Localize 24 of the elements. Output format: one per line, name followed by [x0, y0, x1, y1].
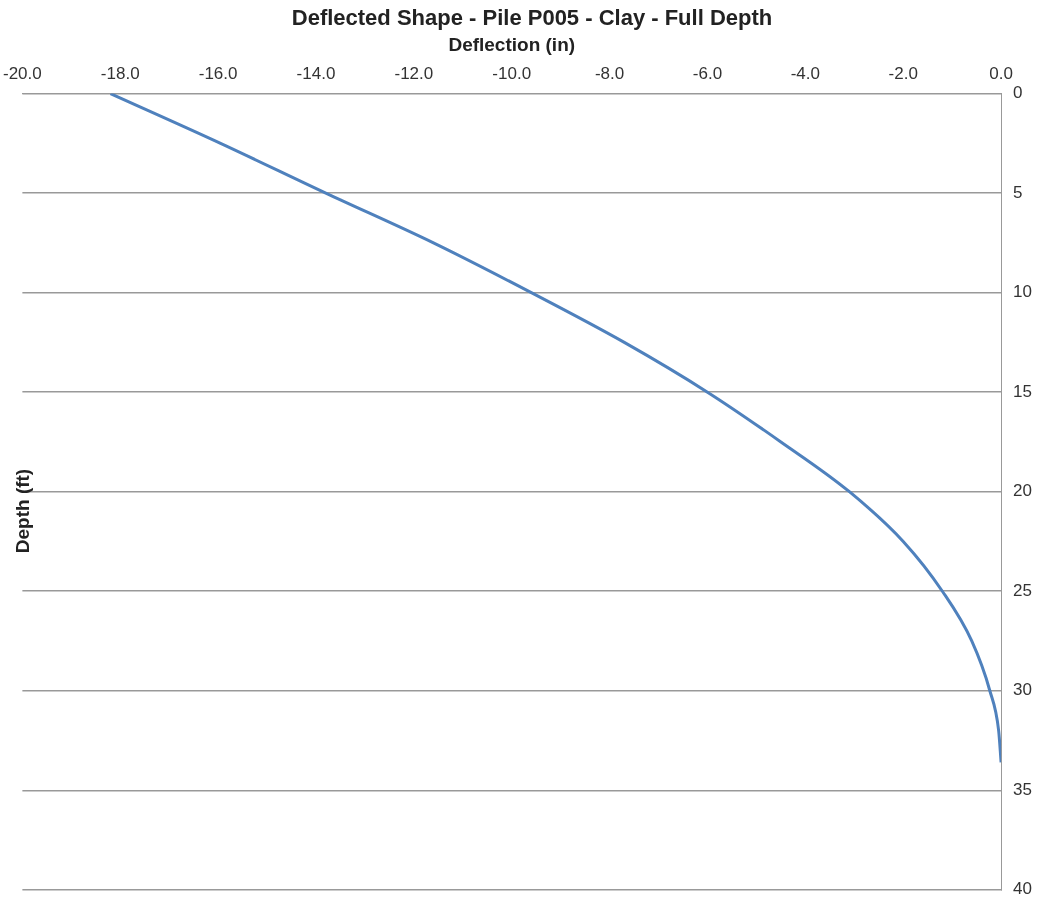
x-axis-title: Deflection (in)	[448, 34, 576, 56]
y-tick-label: 5	[1013, 182, 1023, 202]
y-tick-label: 10	[1013, 282, 1033, 302]
x-tick-label: 0.0	[989, 64, 1013, 84]
x-tick-label: -20.0	[3, 64, 42, 84]
x-tick-label: -8.0	[594, 64, 625, 84]
y-tick-label: 15	[1013, 381, 1033, 401]
x-tick-label: -6.0	[692, 64, 723, 84]
line-series	[108, 93, 1002, 764]
x-tick-label: -18.0	[100, 64, 140, 84]
x-tick-label: -4.0	[790, 64, 820, 84]
y-tick-label: 20	[1013, 481, 1033, 501]
x-tick-label: -2.0	[888, 64, 918, 84]
x-tick-label: -16.0	[198, 64, 238, 84]
y-tick-label: 25	[1013, 580, 1033, 600]
chart-title: Deflected Shape - Pile P005 - Clay - Full Depth	[291, 5, 773, 31]
x-tick-label: -10.0	[492, 64, 532, 84]
x-tick-label: -14.0	[296, 64, 336, 84]
y-axis-title: Depth (ft)	[12, 467, 34, 556]
y-tick-label: 0	[1013, 83, 1023, 103]
y-tick-label: 35	[1013, 779, 1033, 799]
y-tick-label: 30	[1013, 680, 1033, 700]
x-tick-label: -12.0	[394, 64, 434, 84]
y-tick-label: 40	[1013, 879, 1033, 899]
